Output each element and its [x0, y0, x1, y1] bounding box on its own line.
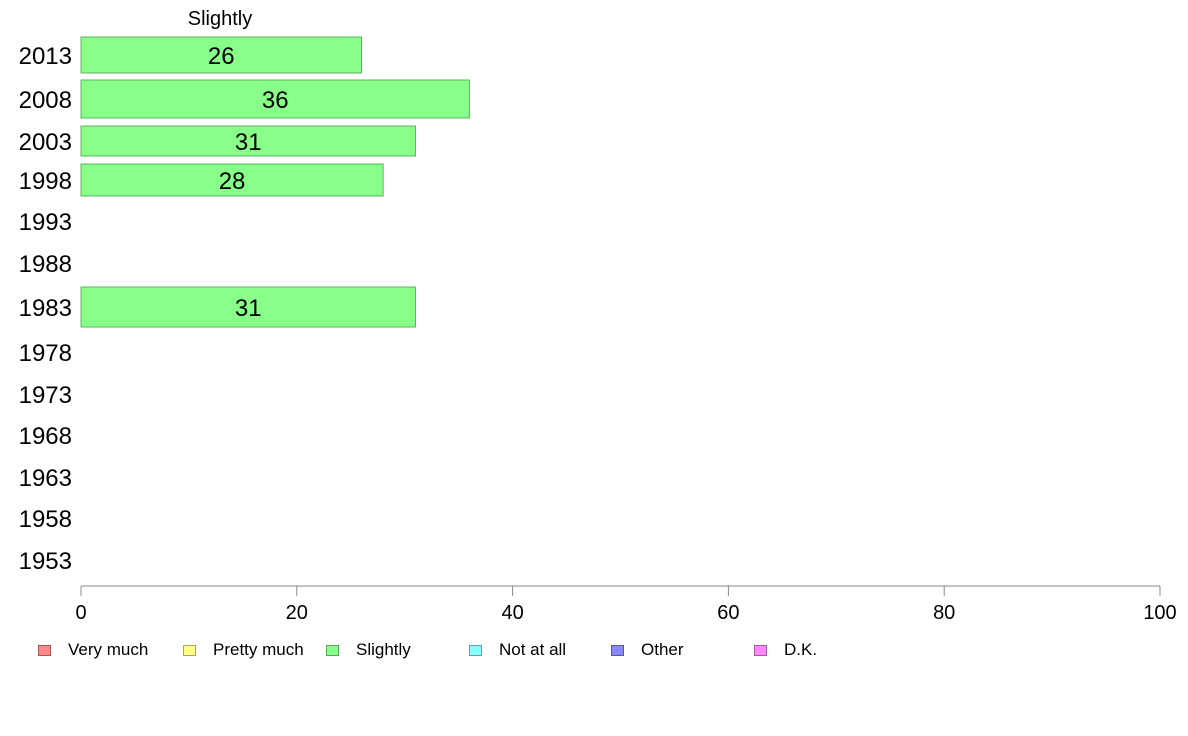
y-tick-label: 2003 — [19, 129, 72, 156]
x-tick-label: 20 — [286, 602, 308, 624]
bar-value-label: 26 — [208, 43, 235, 70]
bar — [80, 36, 363, 74]
chart-title: Slightly — [188, 8, 252, 30]
legend-item: D.K. — [754, 640, 817, 660]
y-axis-labels: 2013 2008 2003 1998 1993 1988 1983 1978 1973 1968… — [19, 43, 72, 575]
bar-value-label: 36 — [262, 87, 289, 114]
bar — [80, 163, 384, 197]
legend-item: Pretty much — [183, 640, 304, 660]
legend-item: Not at all — [469, 640, 566, 660]
x-tick-label: 0 — [75, 602, 86, 624]
x-tick-label: 40 — [501, 602, 523, 624]
y-tick-label: 1998 — [19, 168, 72, 195]
legend-swatch — [469, 644, 482, 656]
legend-label: Very much — [68, 640, 149, 659]
legend-swatch — [38, 644, 51, 656]
y-tick-label: 1958 — [19, 506, 72, 533]
legend-item: Other — [611, 640, 684, 660]
y-tick-label: 1963 — [19, 465, 72, 492]
y-tick-label: 1968 — [19, 423, 72, 450]
bar — [80, 125, 416, 157]
y-tick-label: 1983 — [19, 295, 72, 322]
y-tick-label: 1973 — [19, 382, 72, 409]
bar-value-label: 31 — [235, 295, 262, 322]
legend-swatch — [611, 644, 624, 656]
legend-item: Slightly — [326, 640, 411, 660]
bar — [80, 286, 416, 328]
legend-swatch — [183, 644, 196, 656]
x-tick-label: 100 — [1143, 602, 1176, 624]
y-tick-label: 1988 — [19, 251, 72, 278]
legend-item: Very much — [38, 640, 148, 660]
y-tick-label: 2013 — [19, 43, 72, 70]
legend-swatch — [326, 644, 339, 656]
x-tick-label: 80 — [933, 602, 955, 624]
x-tick-label: 60 — [717, 602, 739, 624]
x-axis: 0 20 40 60 80 100 — [75, 585, 1177, 624]
bar-value-label: 28 — [219, 168, 246, 195]
y-tick-label: 1978 — [19, 340, 72, 367]
legend-swatch — [754, 644, 767, 656]
legend-label: D.K. — [784, 640, 818, 659]
y-tick-label: 1993 — [19, 209, 72, 236]
y-tick-label: 1953 — [19, 548, 72, 575]
y-tick-label: 2008 — [19, 87, 72, 114]
legend: Very much Pretty much Slightly Not at all Ot… — [38, 640, 938, 664]
legend-label: Slightly — [356, 640, 411, 659]
bar-value-label: 31 — [235, 129, 262, 156]
bar — [80, 79, 470, 119]
legend-label: Pretty much — [213, 640, 304, 659]
legend-label: Other — [641, 640, 684, 659]
legend-label: Not at all — [499, 640, 567, 659]
